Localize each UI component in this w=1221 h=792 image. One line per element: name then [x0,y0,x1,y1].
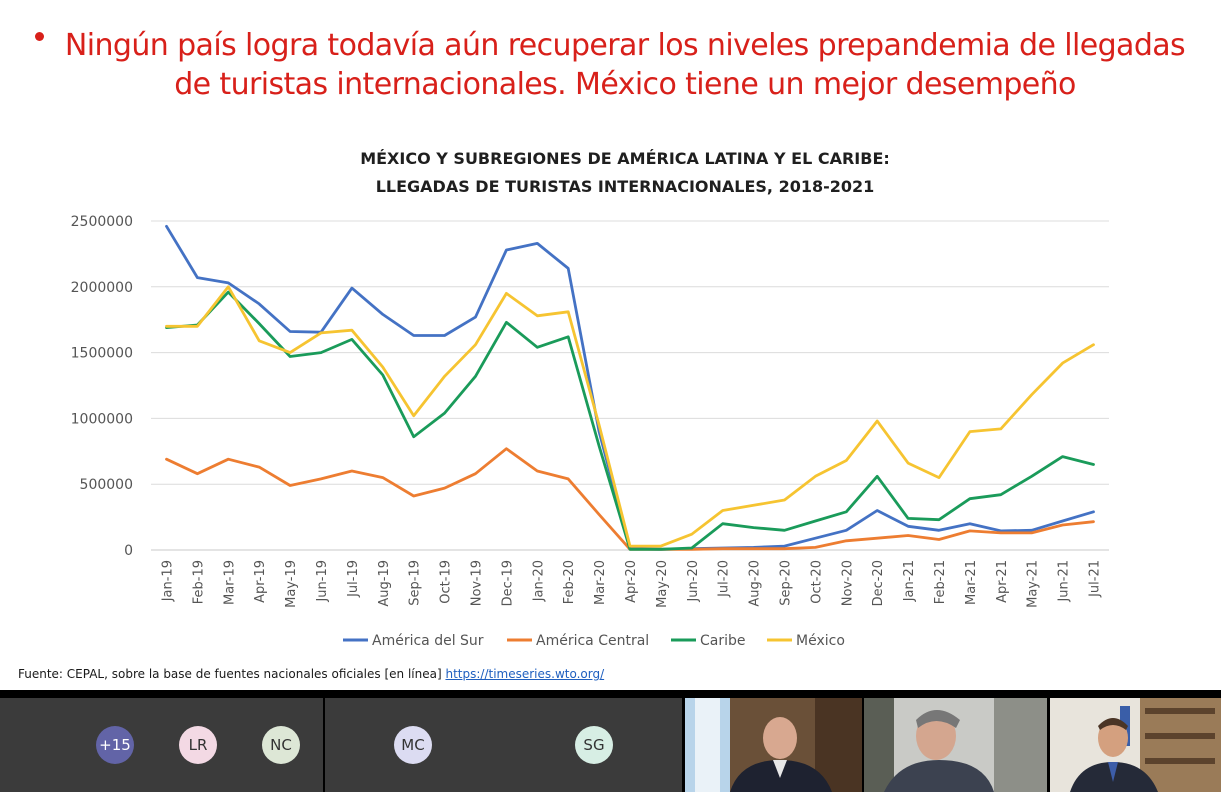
video-person-3-icon [1050,698,1221,792]
x-tick-label: Jun-21 [1057,560,1072,603]
chart-title: MÉXICO Y SUBREGIONES DE AMÉRICA LATINA Y… [250,145,1000,201]
x-tick-label: Jun-20 [686,560,701,603]
x-tick-label: Oct-20 [809,560,824,604]
x-tick-label: Apr-19 [253,560,268,603]
headline-line-1: Ningún país logra todavía aún recuperar … [64,28,1186,63]
y-tick-label: 2500000 [71,214,133,230]
y-tick-label: 500000 [80,477,133,493]
participant-video-3[interactable] [1050,698,1221,792]
video-person-1-icon [685,698,862,792]
participant-tile-group-2 [325,698,682,792]
legend-label: América Central [536,633,649,649]
participant-video-1[interactable] [685,698,862,792]
chart-title-line-2: LLEGADAS DE TURISTAS INTERNACIONALES, 20… [375,177,875,196]
x-tick-label: May-21 [1026,560,1041,608]
x-tick-label: Apr-20 [624,560,639,603]
x-tick-label: Dec-20 [871,560,886,606]
x-tick-label: Dec-19 [500,560,515,606]
legend-label: Caribe [700,633,746,649]
x-tick-label: May-20 [655,560,670,608]
participant-avatar[interactable]: LR [179,726,217,764]
participant-avatar[interactable]: MC [394,726,432,764]
x-tick-label: May-19 [284,560,299,608]
x-tick-label: Feb-19 [191,560,206,604]
x-tick-label: Mar-20 [593,560,608,605]
x-tick-label: Jul-19 [346,560,361,598]
series-line-3 [165,285,1095,548]
x-tick-label: Jul-20 [717,560,732,598]
x-tick-label: Sep-19 [408,560,423,606]
presentation-slide: Ningún país logra todavía aún recuperar … [18,26,1190,681]
participant-video-2[interactable] [864,698,1047,792]
x-tick-label: Jun-19 [315,560,330,603]
slide-headline: Ningún país logra todavía aún recuperar … [60,26,1190,104]
x-tick-label: Jan-20 [531,560,546,602]
y-tick-label: 1500000 [71,346,133,362]
y-tick-label: 1000000 [71,411,133,427]
source-link[interactable]: https://timeseries.wto.org/ [445,667,605,681]
participant-avatar[interactable]: NC [262,726,300,764]
line-chart: 0 500000 1000000 1500000 2000000 2500000 Jan-1… [71,214,1109,649]
series-line-2 [165,290,1095,551]
x-tick-label: Sep-20 [779,560,794,606]
participant-avatar[interactable]: SG [575,726,613,764]
legend-label: América del Sur [372,633,484,649]
x-tick-label: Jul-21 [1088,560,1103,598]
legend-label: México [796,633,845,649]
x-tick-label: Oct-19 [439,560,454,604]
series-line-1 [165,447,1095,551]
source-text: Fuente: CEPAL, sobre la base de fuentes … [18,667,446,681]
y-tick-label: 2000000 [71,280,133,296]
headline-line-2: de turistas internacionales. México tien… [174,67,1076,102]
x-tick-label: Jan-21 [902,560,917,602]
x-tick-label: Apr-21 [995,560,1010,603]
x-tick-label: Mar-21 [964,560,979,605]
participant-avatar[interactable]: +15 [96,726,134,764]
meeting-participants-bar: +15 LR NC MC SG [0,690,1221,792]
y-tick-label: 0 [124,543,133,559]
x-tick-label: Aug-19 [377,560,392,607]
video-person-2-icon [864,698,1047,792]
x-tick-label: Feb-21 [933,560,948,604]
series-line-0 [165,224,1095,551]
x-tick-label: Mar-19 [222,560,237,605]
x-tick-label: Nov-19 [469,560,484,606]
x-tick-label: Feb-20 [562,560,577,604]
chart-title-line-1: MÉXICO Y SUBREGIONES DE AMÉRICA LATINA Y… [360,149,890,168]
x-tick-label: Nov-20 [840,560,855,606]
bullet-dot [35,32,44,41]
source-note: Fuente: CEPAL, sobre la base de fuentes … [18,667,604,681]
x-tick-label: Jan-19 [160,560,175,602]
x-tick-label: Aug-20 [748,560,763,607]
